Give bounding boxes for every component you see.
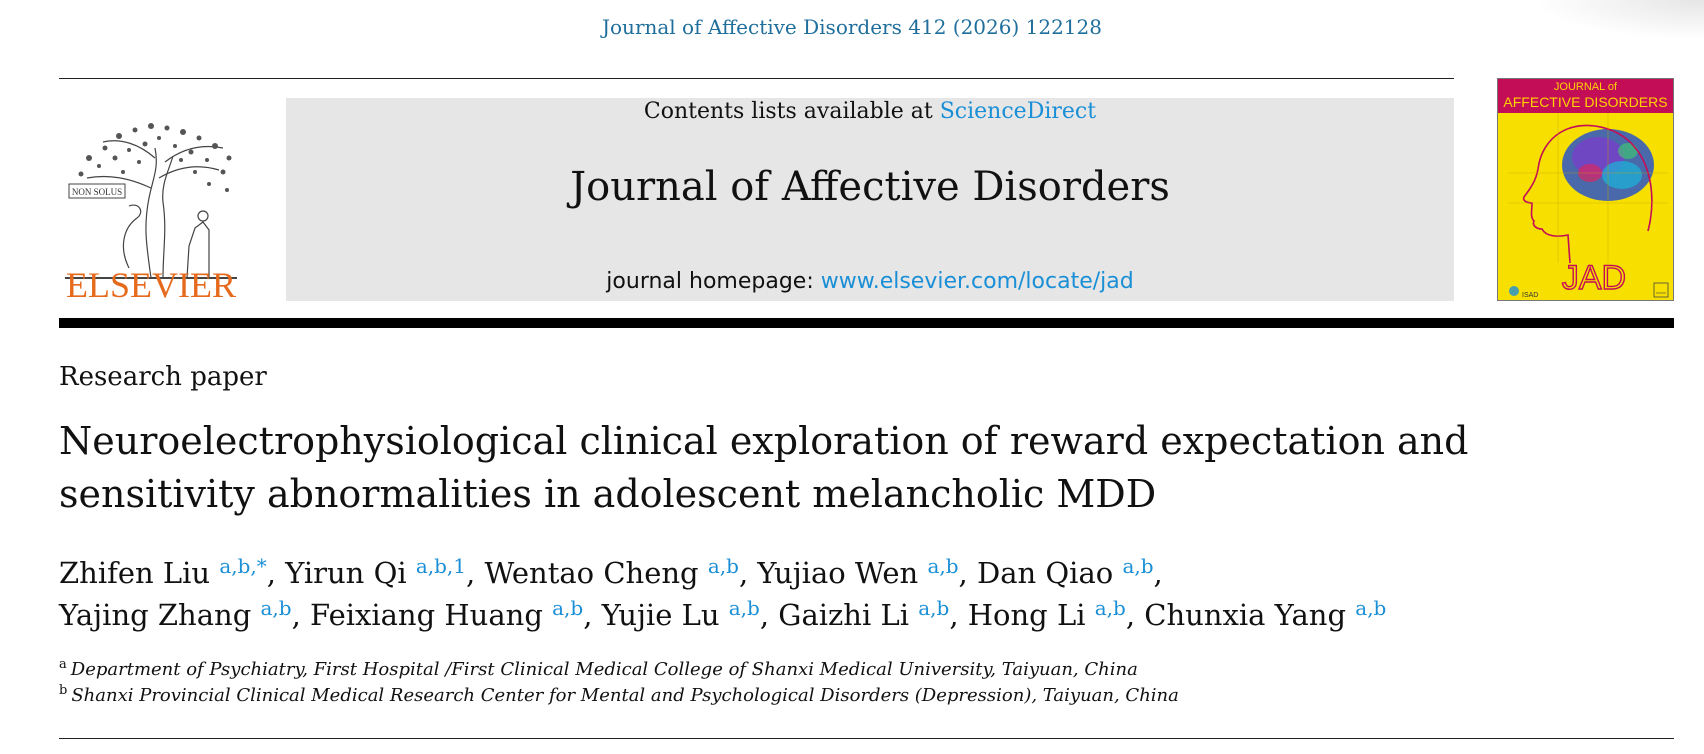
author-affiliation-marker[interactable]: a,b (707, 554, 739, 578)
author-separator: , (583, 598, 602, 632)
author-name[interactable]: Wentao Cheng (484, 556, 699, 590)
author-separator: , (949, 598, 968, 632)
author-name[interactable]: Zhifen Liu (59, 556, 211, 590)
author-affiliation-marker[interactable]: a,b (260, 596, 292, 620)
contents-prefix: Contents lists available at (643, 99, 940, 124)
affiliation-item: b Shanxi Provincial Clinical Medical Rese… (59, 683, 1459, 709)
author-separator: , (958, 556, 977, 590)
author-separator: , (466, 556, 485, 590)
author-affiliation-marker[interactable]: a,b (552, 596, 584, 620)
cover-title-line2: AFFECTIVE DISORDERS (1503, 94, 1668, 110)
author-separator: , (738, 556, 758, 590)
author-separator: , (1125, 598, 1145, 632)
cover-title-band (1498, 79, 1673, 113)
author-separator: , (759, 598, 779, 632)
author-separator: , (1153, 556, 1163, 590)
article-title: Neuroelectrophysiological clinical explo… (59, 415, 1559, 521)
header-thick-rule (59, 318, 1674, 328)
author-name[interactable]: Feixiang Huang (310, 598, 543, 632)
top-rule (59, 78, 1454, 79)
author-name[interactable]: Yujie Lu (601, 598, 720, 632)
journal-masthead: Contents lists available at ScienceDirec… (286, 98, 1454, 301)
affiliation-item: a Department of Psychiatry, First Hospita… (59, 657, 1459, 683)
sciencedirect-link[interactable]: ScienceDirect (939, 99, 1097, 124)
author-name[interactable]: Yajing Zhang (59, 598, 252, 632)
elsevier-wordmark[interactable]: ELSEVIER (66, 265, 236, 305)
author-name[interactable]: Yirun Qi (285, 556, 407, 590)
author-name[interactable]: Yujiao Wen (757, 556, 919, 590)
author-separator: , (291, 598, 311, 632)
author-name[interactable]: Gaizhi Li (778, 598, 909, 632)
article-type: Research paper (59, 362, 267, 392)
homepage-line: journal homepage: www.elsevier.com/locat… (286, 268, 1454, 296)
article-title-line1: Neuroelectrophysiological clinical explo… (59, 419, 1469, 463)
author-affiliation-marker[interactable]: a,b (1355, 596, 1387, 620)
author-affiliation-marker[interactable]: a,b (918, 596, 950, 620)
affiliation-label: b (59, 683, 68, 698)
affiliation-list: a Department of Psychiatry, First Hospita… (59, 657, 1459, 709)
bottom-rule (59, 738, 1674, 739)
journal-homepage-link[interactable]: www.elsevier.com/locate/jad (820, 269, 1134, 294)
author-separator: , (266, 556, 286, 590)
corner-shadow (1534, 0, 1704, 40)
author-affiliation-marker[interactable]: a,b,1 (415, 554, 467, 578)
author-name[interactable]: Chunxia Yang (1144, 598, 1347, 632)
author-name[interactable]: Hong Li (967, 598, 1086, 632)
cover-head-illustration: JAD ISAD (1508, 113, 1669, 299)
author-affiliation-marker[interactable]: a,b (728, 596, 760, 620)
author-affiliation-marker[interactable]: a,b (1122, 554, 1154, 578)
tree-motto: NON SOLUS (72, 187, 122, 197)
cover-title-line1: JOURNAL of (1553, 81, 1618, 93)
article-title-line2: sensitivity abnormalities in adolescent … (59, 472, 1157, 516)
cover-monogram: JAD (1562, 259, 1626, 297)
affiliation-text: Department of Psychiatry, First Hospital… (70, 659, 1138, 680)
elsevier-tree-logo[interactable]: NON SOLUS (59, 98, 243, 303)
author-name[interactable]: Dan Qiao (976, 556, 1114, 590)
affiliation-label: a (59, 657, 67, 672)
author-affiliation-marker[interactable]: a,b,* (219, 554, 267, 578)
author-affiliation-marker[interactable]: a,b (1094, 596, 1126, 620)
contents-line: Contents lists available at ScienceDirec… (286, 98, 1454, 126)
homepage-prefix: journal homepage: (606, 269, 821, 294)
journal-cover[interactable]: JOURNAL of AFFECTIVE DISORDERS JAD ISAD (1497, 78, 1674, 301)
journal-citation[interactable]: Journal of Affective Disorders 412 (2026… (602, 15, 1102, 39)
author-list: Zhifen Liu a,b,*, Yirun Qi a,b,1, Wentao… (59, 552, 1509, 636)
cover-society: ISAD (1522, 292, 1538, 299)
author-affiliation-marker[interactable]: a,b (927, 554, 959, 578)
journal-title: Journal of Affective Disorders (570, 164, 1170, 210)
affiliation-text: Shanxi Provincial Clinical Medical Resea… (71, 685, 1179, 706)
